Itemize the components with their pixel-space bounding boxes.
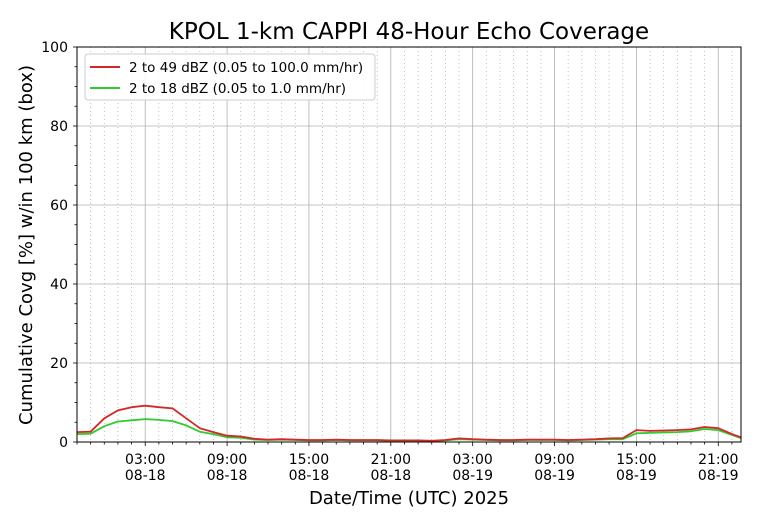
x-tick-label-date: 08-19 [616, 468, 657, 484]
legend-label: 2 to 49 dBZ (0.05 to 100.0 mm/hr) [129, 60, 363, 76]
x-tick-label-date: 08-18 [289, 468, 330, 484]
y-axis-label: Cumulative Covg [%] w/in 100 km (box) [16, 65, 37, 425]
x-tick-label-date: 08-19 [534, 468, 575, 484]
y-tick-label: 0 [59, 435, 68, 451]
legend-box [84, 53, 376, 101]
x-tick-label-time: 09:00 [534, 452, 574, 468]
y-tick-label: 80 [50, 119, 68, 135]
x-tick-label-time: 09:00 [207, 452, 247, 468]
x-tick-label-date: 08-19 [452, 468, 493, 484]
x-tick-label-date: 08-18 [207, 468, 248, 484]
y-axis: 0 20 40 60 80 100 [41, 40, 77, 451]
legend: 2 to 49 dBZ (0.05 to 100.0 mm/hr) 2 to 18… [84, 53, 376, 101]
y-tick-label: 20 [50, 356, 68, 372]
x-axis-label: Date/Time (UTC) 2025 [309, 488, 509, 509]
x-axis: 03:0008-1809:0008-1815:0008-1821:0008-18… [76, 442, 739, 484]
x-tick-label-date: 08-19 [698, 468, 739, 484]
series-lines [76, 404, 742, 443]
y-tick-label: 100 [41, 40, 68, 56]
y-tick-label: 60 [50, 198, 68, 214]
x-tick-label-time: 15:00 [616, 452, 656, 468]
x-tick-label-date: 08-18 [370, 468, 411, 484]
y-tick-label: 40 [50, 277, 68, 293]
x-tick-label-time: 21:00 [698, 452, 738, 468]
x-tick-label-time: 21:00 [371, 452, 411, 468]
x-tick-label-time: 03:00 [452, 452, 492, 468]
chart-title: KPOL 1-km CAPPI 48-Hour Echo Coverage [169, 19, 649, 45]
plot-area [76, 46, 742, 443]
series-line [76, 404, 742, 442]
x-tick-label-date: 08-18 [125, 468, 166, 484]
x-tick-label-time: 15:00 [289, 452, 329, 468]
x-tick-label-time: 03:00 [125, 452, 165, 468]
grid-lines [76, 47, 741, 442]
legend-label: 2 to 18 dBZ (0.05 to 1.0 mm/hr) [129, 81, 346, 97]
plot-background [77, 47, 741, 442]
